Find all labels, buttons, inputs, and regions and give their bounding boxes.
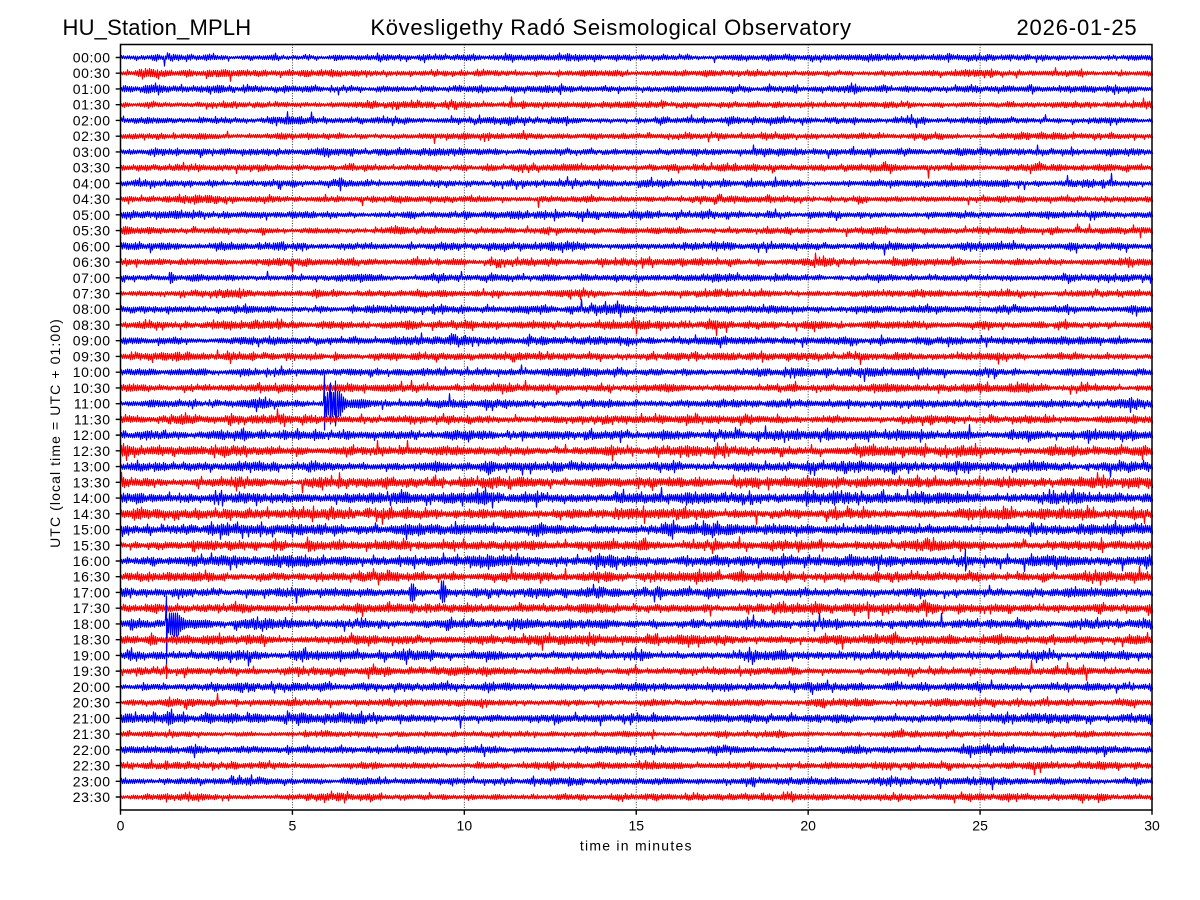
svg-text:19:00: 19:00: [73, 647, 111, 663]
svg-text:22:30: 22:30: [73, 758, 111, 774]
svg-text:15:30: 15:30: [73, 537, 111, 553]
svg-text:2026-01-25: 2026-01-25: [1016, 15, 1137, 40]
svg-text:02:00: 02:00: [73, 112, 111, 128]
svg-text:12:00: 12:00: [73, 427, 111, 443]
svg-text:01:30: 01:30: [73, 97, 111, 113]
svg-text:17:00: 17:00: [73, 585, 111, 601]
svg-text:23:00: 23:00: [73, 773, 111, 789]
svg-text:14:00: 14:00: [73, 490, 111, 506]
svg-text:05:30: 05:30: [73, 223, 111, 239]
svg-text:15: 15: [628, 818, 644, 834]
svg-text:18:30: 18:30: [73, 632, 111, 648]
svg-text:17:30: 17:30: [73, 600, 111, 616]
svg-text:09:30: 09:30: [73, 348, 111, 364]
svg-text:04:30: 04:30: [73, 191, 111, 207]
svg-text:03:00: 03:00: [73, 144, 111, 160]
svg-text:16:30: 16:30: [73, 569, 111, 585]
svg-text:06:00: 06:00: [73, 238, 111, 254]
svg-text:07:30: 07:30: [73, 286, 111, 302]
svg-text:10: 10: [457, 818, 473, 834]
svg-text:22:00: 22:00: [73, 742, 111, 758]
svg-text:12:30: 12:30: [73, 443, 111, 459]
svg-text:HU_Station_MPLH: HU_Station_MPLH: [63, 15, 252, 40]
svg-text:13:30: 13:30: [73, 474, 111, 490]
svg-text:20: 20: [800, 818, 816, 834]
svg-text:03:30: 03:30: [73, 160, 111, 176]
svg-text:08:00: 08:00: [73, 301, 111, 317]
svg-text:00:30: 00:30: [73, 65, 111, 81]
svg-text:08:30: 08:30: [73, 317, 111, 333]
svg-text:06:30: 06:30: [73, 254, 111, 270]
svg-text:04:00: 04:00: [73, 175, 111, 191]
svg-text:30: 30: [1144, 818, 1160, 834]
svg-text:01:00: 01:00: [73, 81, 111, 97]
svg-text:5: 5: [289, 818, 297, 834]
svg-text:11:00: 11:00: [74, 396, 111, 412]
svg-text:02:30: 02:30: [73, 128, 111, 144]
svg-text:21:00: 21:00: [73, 710, 111, 726]
svg-text:time in minutes: time in minutes: [580, 838, 693, 854]
svg-text:19:30: 19:30: [73, 663, 111, 679]
svg-text:09:00: 09:00: [73, 333, 111, 349]
svg-text:16:00: 16:00: [73, 553, 111, 569]
svg-text:25: 25: [972, 818, 988, 834]
svg-text:20:30: 20:30: [73, 695, 111, 711]
svg-text:11:30: 11:30: [74, 411, 111, 427]
svg-text:14:30: 14:30: [73, 506, 111, 522]
svg-text:0: 0: [117, 818, 125, 834]
svg-text:13:00: 13:00: [73, 459, 111, 475]
svg-text:20:00: 20:00: [73, 679, 111, 695]
svg-text:07:00: 07:00: [73, 270, 111, 286]
svg-text:21:30: 21:30: [73, 726, 111, 742]
svg-text:Kövesligethy Radó Seismologica: Kövesligethy Radó Seismological Observat…: [370, 15, 851, 40]
svg-text:23:30: 23:30: [73, 789, 111, 805]
svg-text:05:00: 05:00: [73, 207, 111, 223]
svg-text:10:00: 10:00: [73, 364, 111, 380]
svg-text:18:00: 18:00: [73, 616, 111, 632]
svg-text:10:30: 10:30: [73, 380, 111, 396]
svg-text:00:00: 00:00: [73, 50, 111, 66]
svg-text:15:00: 15:00: [73, 522, 111, 538]
svg-text:UTC (local time = UTC + 01:00): UTC (local time = UTC + 01:00): [47, 318, 63, 548]
